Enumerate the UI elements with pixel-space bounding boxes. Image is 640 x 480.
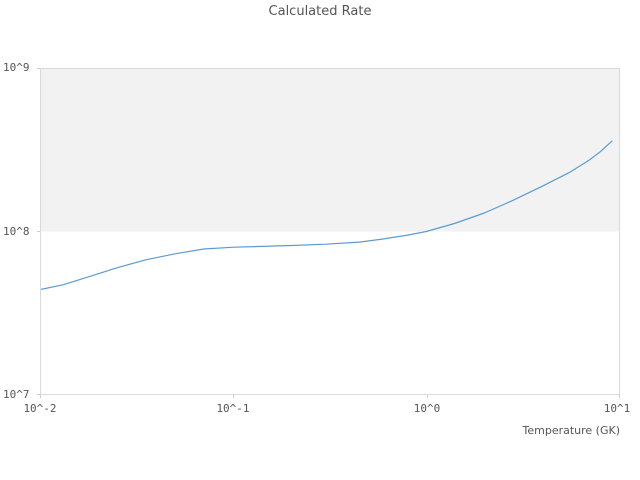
x-tick-label-1e-1: 10^-1 xyxy=(216,402,250,415)
y-tick-mark xyxy=(37,231,40,232)
y-tick-label-1e8: 10^8 xyxy=(3,225,30,238)
x-axis-title: Temperature (GK) xyxy=(522,424,621,437)
chart-title: Calculated Rate xyxy=(268,4,372,19)
decade-band xyxy=(41,69,619,232)
rate-curve xyxy=(41,140,613,290)
plot-area xyxy=(40,68,620,395)
x-tick-mark xyxy=(40,395,41,398)
y-tick-mark xyxy=(37,394,40,395)
x-tick-label-1e-2: 10^-2 xyxy=(23,402,57,415)
x-tick-mark xyxy=(233,395,234,398)
y-tick-label-1e7: 10^7 xyxy=(3,388,30,401)
x-tick-label-1e0: 10^0 xyxy=(413,402,441,415)
plot-svg xyxy=(41,69,619,290)
x-tick-mark xyxy=(427,395,428,398)
y-tick-mark xyxy=(37,68,40,69)
y-tick-label-1e9: 10^9 xyxy=(3,61,30,74)
x-tick-label-1e1: 10^1 xyxy=(603,402,631,415)
x-tick-mark xyxy=(619,395,620,398)
